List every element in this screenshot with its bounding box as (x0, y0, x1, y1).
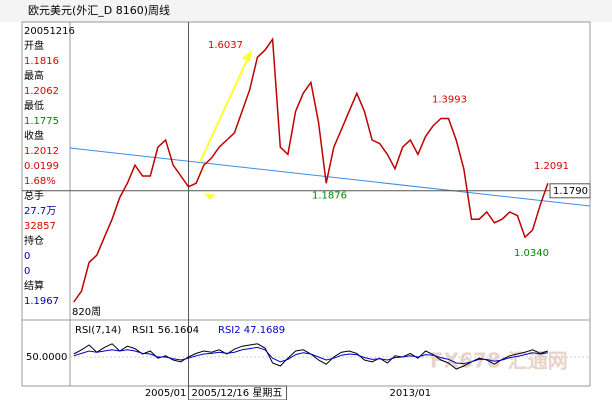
info-item: 结算 (24, 281, 44, 292)
info-item: 1.1967 (24, 296, 59, 307)
y-tick-label: 50.0000 (26, 352, 67, 363)
trend-line (69, 147, 591, 207)
series-line (73, 37, 549, 303)
info-item: 最高 (24, 71, 44, 82)
rsi-frame (21, 319, 591, 387)
crosshair-box (549, 183, 591, 199)
info-item: 1.1775 (24, 116, 59, 127)
annotation: 1.3993 (432, 95, 467, 106)
series-line (73, 346, 548, 365)
info-item: 27.7万 (24, 206, 57, 217)
arrow (199, 57, 249, 163)
bar-count: 820周 (72, 306, 101, 318)
info-panel: 20051216 开盘 1.1816 最高 1.2062 最低 1.1775 收盘 1.2012… (24, 24, 75, 309)
title-bar (0, 0, 612, 22)
info-item: 0.0199 (24, 161, 59, 172)
legend: RSI1 56.1604 (132, 325, 199, 336)
info-item: 32857 (24, 221, 56, 232)
x-tick-label: 2013/01 (390, 388, 432, 399)
info-item: 最低 (24, 101, 44, 112)
info-item: 0 (24, 251, 31, 262)
crosshair-label: 1.1790 (553, 186, 588, 197)
info-item: 开盘 (24, 41, 44, 52)
crosshair-date: 2005/12/16 星期五 (192, 387, 283, 399)
info-item: 1.2062 (24, 86, 59, 97)
info-item: 收盘 (24, 131, 44, 142)
info-item: 持仓 (24, 236, 44, 247)
annotation: 1.2091 (534, 161, 569, 172)
legend: RSI2 47.1689 (218, 325, 285, 336)
info-item: 1.2012 (24, 146, 59, 157)
info-item: 1.1816 (24, 56, 59, 67)
title: 欧元美元(外汇_D 8160)周线 (28, 3, 170, 17)
marker (205, 194, 215, 200)
info-item: 总手 (24, 191, 44, 202)
frame (21, 21, 591, 321)
x-tick-label: 2005/01 (145, 388, 187, 399)
arrow-head (242, 50, 252, 62)
info-item: 0 (24, 266, 31, 277)
annotation: 1.0340 (514, 248, 549, 259)
info-item: 20051216 (24, 26, 75, 37)
info-item: 1.68% (24, 176, 56, 187)
date-box (188, 385, 288, 400)
rsi-title: RSI(7,14) (75, 325, 121, 336)
annotation: 1.1876 (312, 191, 347, 202)
annotation: 1.6037 (208, 40, 243, 51)
